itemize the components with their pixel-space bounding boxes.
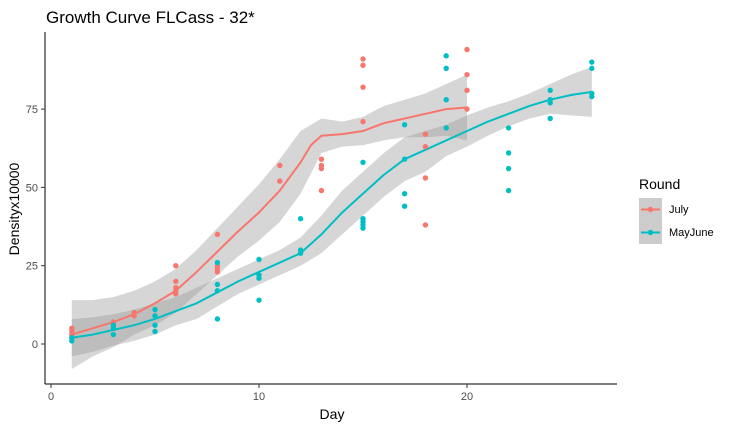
data-point-july <box>131 309 137 316</box>
data-point-mayjune <box>547 97 553 103</box>
data-point-mayjune <box>505 187 512 194</box>
data-point-july <box>173 278 179 285</box>
legend-key-point <box>647 229 654 236</box>
data-point-july <box>277 178 283 184</box>
data-point-mayjune <box>443 65 449 72</box>
data-point-mayjune <box>401 156 408 162</box>
x-tick-label: 10 <box>253 391 265 403</box>
data-point-july <box>422 222 429 228</box>
data-point-july <box>360 56 366 62</box>
data-point-july <box>318 187 325 194</box>
data-point-mayjune <box>214 316 221 322</box>
data-point-mayjune <box>297 247 304 253</box>
data-point-mayjune <box>69 335 75 341</box>
x-tick-label: 20 <box>461 391 473 403</box>
data-point-mayjune <box>401 122 408 128</box>
y-axis-title: Densityx10000 <box>6 162 22 255</box>
data-point-mayjune <box>360 216 366 222</box>
data-point-mayjune <box>505 125 512 131</box>
data-point-july <box>360 62 366 68</box>
data-point-july <box>69 325 75 332</box>
y-tick-label: 75 <box>26 104 38 116</box>
confidence-bands <box>71 66 592 370</box>
chart-title: Growth Curve FLCass - 32* <box>46 8 255 27</box>
confidence-band-mayjune <box>71 66 592 357</box>
data-point-mayjune <box>256 256 262 263</box>
data-point-mayjune <box>256 272 262 278</box>
data-point-july <box>318 156 325 162</box>
data-point-mayjune <box>110 331 117 338</box>
data-point-july <box>422 175 429 181</box>
data-point-july <box>173 284 179 291</box>
data-point-mayjune <box>547 115 553 122</box>
data-point-july <box>464 46 470 53</box>
data-point-mayjune <box>360 159 366 166</box>
legend-key-point <box>647 206 654 213</box>
data-point-mayjune <box>589 59 595 65</box>
axis-ticks: 0 10 20 0 25 50 75 <box>26 104 473 403</box>
data-point-mayjune <box>443 125 449 131</box>
axes <box>44 32 617 385</box>
data-point-july <box>464 71 470 78</box>
data-point-july <box>422 131 429 137</box>
data-point-mayjune <box>401 203 408 209</box>
data-point-july <box>173 263 179 269</box>
data-point-july <box>277 162 283 169</box>
data-point-mayjune <box>214 259 221 266</box>
data-point-mayjune <box>589 90 595 97</box>
confidence-band-july <box>71 74 468 370</box>
legend-title: Round <box>639 176 680 192</box>
data-point-july <box>318 162 325 169</box>
data-point-july <box>464 87 470 94</box>
x-axis-title: Day <box>320 406 345 422</box>
x-tick-label: 0 <box>48 391 54 403</box>
y-tick-label: 0 <box>32 339 38 351</box>
data-point-mayjune <box>152 306 158 313</box>
data-point-mayjune <box>589 65 595 72</box>
fit-line-july <box>71 106 468 336</box>
data-point-mayjune <box>110 322 117 328</box>
data-point-mayjune <box>505 165 512 172</box>
data-point-mayjune <box>152 328 158 335</box>
data-point-july <box>422 143 429 150</box>
data-point-mayjune <box>443 53 449 59</box>
data-point-mayjune <box>505 150 512 156</box>
data-point-july <box>360 84 366 90</box>
fit-line-mayjune <box>71 90 592 339</box>
data-point-july <box>464 106 470 112</box>
data-points <box>69 46 595 344</box>
legend-label-july: July <box>669 204 689 216</box>
y-tick-label: 50 <box>26 182 38 194</box>
data-point-july <box>214 231 221 238</box>
y-tick-label: 25 <box>26 261 38 273</box>
legend: Round July MayJune <box>639 176 714 244</box>
data-point-mayjune <box>152 313 158 319</box>
data-point-mayjune <box>547 87 553 94</box>
data-point-mayjune <box>443 97 449 103</box>
data-point-mayjune <box>214 281 221 288</box>
data-point-mayjune <box>297 216 304 222</box>
fit-lines <box>71 90 592 339</box>
data-point-july <box>360 118 366 125</box>
legend-label-mayjune: MayJune <box>669 227 714 239</box>
data-point-mayjune <box>152 322 158 328</box>
data-point-mayjune <box>256 297 262 303</box>
data-point-mayjune <box>401 190 408 197</box>
data-point-mayjune <box>214 288 221 294</box>
